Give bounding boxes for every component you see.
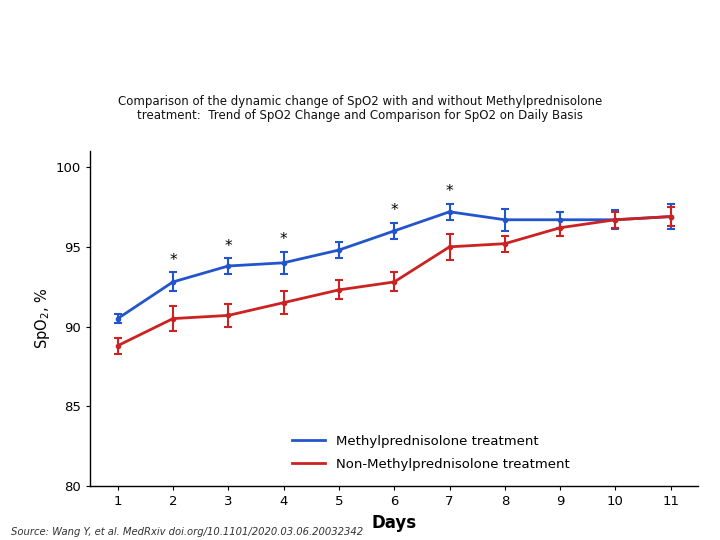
Text: *: * (390, 204, 398, 219)
Text: Source: Wang Y, et al. MedRxiv doi.org/10.1101/2020.03.06.20032342: Source: Wang Y, et al. MedRxiv doi.org/1… (11, 527, 363, 537)
Legend: Methylprednisolone treatment, Non-Methylprednisolone treatment: Methylprednisolone treatment, Non-Methyl… (287, 430, 575, 476)
Text: Early Low-dose, Short-term Corticosteroid Treatment in: Early Low-dose, Short-term Corticosteroi… (13, 17, 720, 43)
Text: *: * (446, 184, 454, 199)
Text: Comparison of the dynamic change of SpO2 with and without Methylprednisolone
tre: Comparison of the dynamic change of SpO2… (118, 94, 602, 123)
Text: *: * (280, 232, 287, 247)
Y-axis label: SpO$_2$, %: SpO$_2$, % (32, 288, 52, 349)
Text: *: * (169, 253, 177, 268)
Text: Patients with Severe COVID-19 Pneumonia: Results: Patients with Severe COVID-19 Pneumonia:… (13, 65, 720, 91)
Text: *: * (225, 239, 232, 254)
X-axis label: Days: Days (372, 514, 417, 531)
